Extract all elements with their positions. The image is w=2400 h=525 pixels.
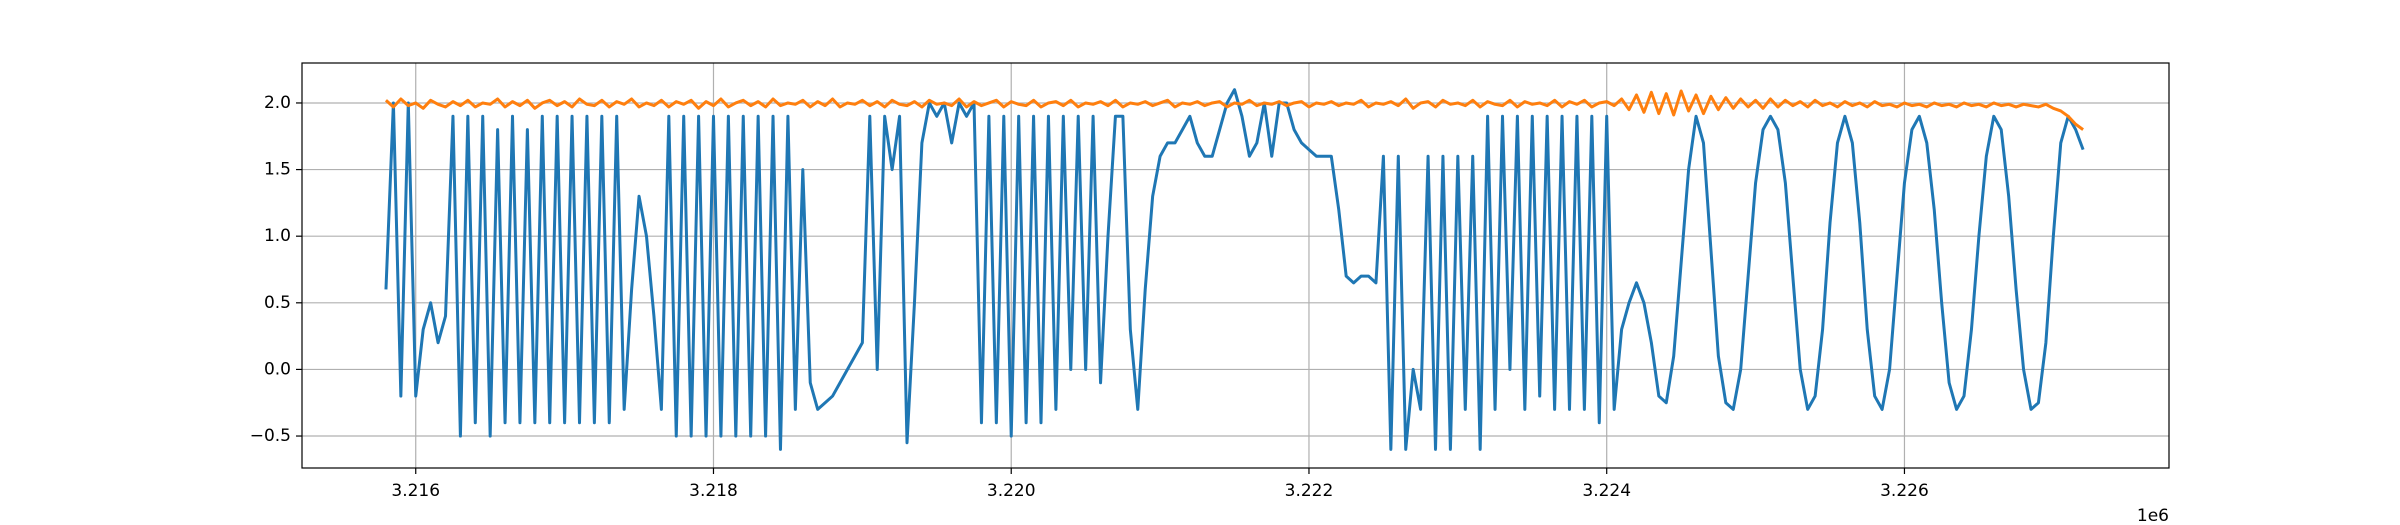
x-offset-label: 1e6 xyxy=(2137,506,2169,525)
data-line xyxy=(384,88,2085,451)
x-tick-label: 3.220 xyxy=(987,481,1036,501)
y-tick-label: 0.5 xyxy=(264,293,291,313)
data-line xyxy=(384,89,2084,131)
x-tick-label: 3.216 xyxy=(391,481,440,501)
x-tick-label: 3.222 xyxy=(1285,481,1334,501)
x-tick-label: 3.218 xyxy=(689,481,738,501)
y-tick-label: 1.5 xyxy=(264,160,291,180)
y-tick-label: 0.0 xyxy=(264,359,291,379)
y-tick-label: −0.5 xyxy=(250,426,291,446)
y-tick-label: 2.0 xyxy=(264,93,291,113)
plot-frame xyxy=(301,62,2170,469)
x-tick-label: 3.224 xyxy=(1582,481,1631,501)
x-tick-label: 3.226 xyxy=(1880,481,1929,501)
y-tick-label: 1.0 xyxy=(264,226,291,246)
